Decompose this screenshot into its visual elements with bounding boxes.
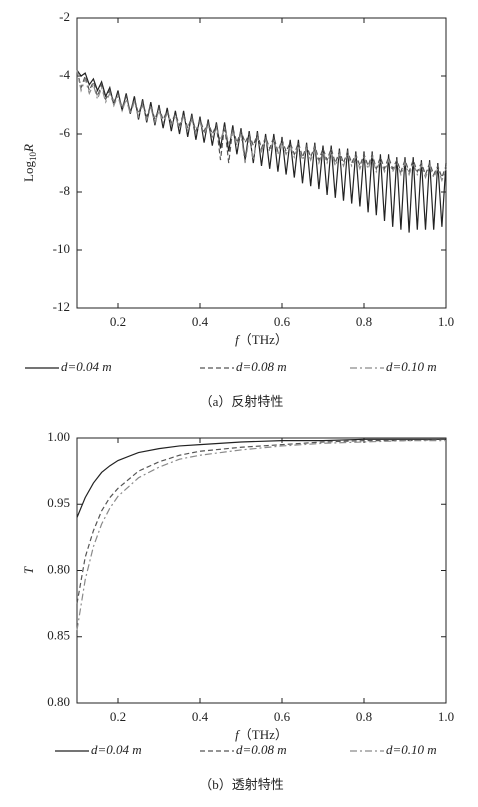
- x-tick-label: 0.2: [110, 314, 126, 329]
- x-tick-label: 0.8: [356, 314, 372, 329]
- x-axis-label: f（THz）: [235, 332, 288, 347]
- y-tick-label: 0.95: [47, 495, 70, 510]
- y-tick-label: -12: [53, 299, 70, 314]
- x-tick-label: 0.8: [356, 709, 372, 724]
- legend-label: d=0.10 m: [386, 742, 437, 757]
- data-line: [76, 70, 447, 180]
- x-tick-label: 0.4: [192, 314, 209, 329]
- legend-label: d=0.08 m: [236, 359, 287, 374]
- y-label-part: R: [21, 144, 36, 153]
- legend-label: d=0.10 m: [386, 359, 437, 374]
- data-line: [76, 438, 446, 518]
- legend-label: d=0.04 m: [91, 742, 142, 757]
- y-tick-label: 0.85: [47, 628, 70, 643]
- data-line: [76, 70, 447, 183]
- caption: （b）透射特性: [199, 777, 284, 792]
- x-tick-label: 0.6: [274, 314, 291, 329]
- x-label-part: f: [235, 332, 241, 347]
- x-label-part: f: [235, 727, 241, 742]
- legend-label: d=0.04 m: [61, 359, 112, 374]
- y-tick-label: -2: [59, 9, 70, 24]
- x-axis-label: f（THz）: [235, 727, 288, 742]
- y-tick-label: -4: [59, 67, 70, 82]
- x-tick-label: 0.2: [110, 709, 126, 724]
- y-tick-label: -10: [53, 241, 70, 256]
- y-tick-label: -8: [59, 183, 70, 198]
- data-line: [76, 69, 447, 233]
- y-label-part: T: [21, 566, 36, 574]
- x-label-part: （THz）: [239, 332, 288, 347]
- y-tick-label: 0.80: [47, 561, 70, 576]
- y-tick-label: -6: [59, 125, 70, 140]
- data-line: [76, 440, 446, 631]
- y-label-part: Log: [21, 161, 36, 182]
- x-tick-label: 0.6: [274, 709, 291, 724]
- x-label-part: （THz）: [239, 727, 288, 742]
- legend-label: d=0.08 m: [236, 742, 287, 757]
- y-label-part: 10: [28, 152, 38, 162]
- x-tick-label: 0.4: [192, 709, 209, 724]
- caption: （a）反射特性: [200, 394, 284, 409]
- plot-frame: [76, 437, 447, 704]
- data-line: [76, 438, 447, 604]
- x-tick-label: 1.0: [438, 709, 454, 724]
- y-axis-label: Log10R: [21, 144, 38, 182]
- y-axis-label: T: [21, 566, 36, 574]
- y-tick-label: 1.00: [47, 429, 70, 444]
- x-tick-label: 1.0: [438, 314, 454, 329]
- y-tick-label: 0.80: [47, 694, 70, 709]
